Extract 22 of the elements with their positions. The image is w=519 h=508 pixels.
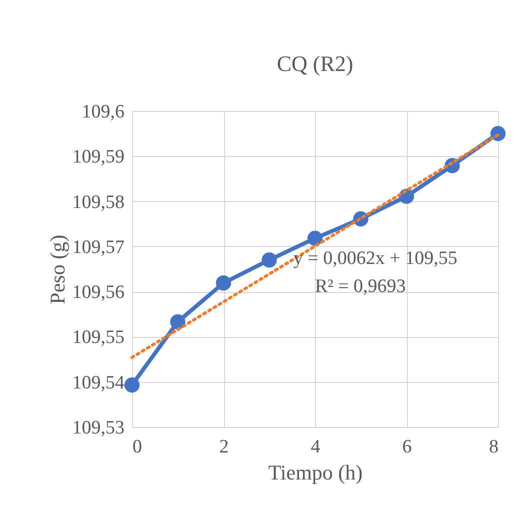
y-tick-label: 109,55 [72,327,124,348]
y-tick-label: 109,59 [72,146,124,168]
x-tick-label: 2 [219,436,229,458]
point [262,252,277,268]
y-tick-label: 109,54 [72,372,125,394]
x-tick-label: 6 [402,436,412,458]
point [170,314,186,330]
point [216,275,232,291]
y-tick-label: 109,58 [72,192,124,213]
point [307,230,323,246]
x-axis-title: Tiempo (h) [268,460,363,484]
point [124,377,140,393]
y-tick-label: 109,56 [72,282,124,304]
y-tick-label: 109,6 [82,102,124,122]
y-tick-label: 109,57 [72,236,124,258]
y-tick-label: 109,53 [72,418,124,438]
chart-title: CQ (R2) [276,51,354,76]
x-tick-label: 8 [489,436,498,458]
annotation: R² = 0,9693 [314,276,406,297]
x-tick-label: 4 [310,436,321,458]
y-axis-title: Peso (g) [45,234,70,304]
x-tick-label: 0 [132,436,142,458]
